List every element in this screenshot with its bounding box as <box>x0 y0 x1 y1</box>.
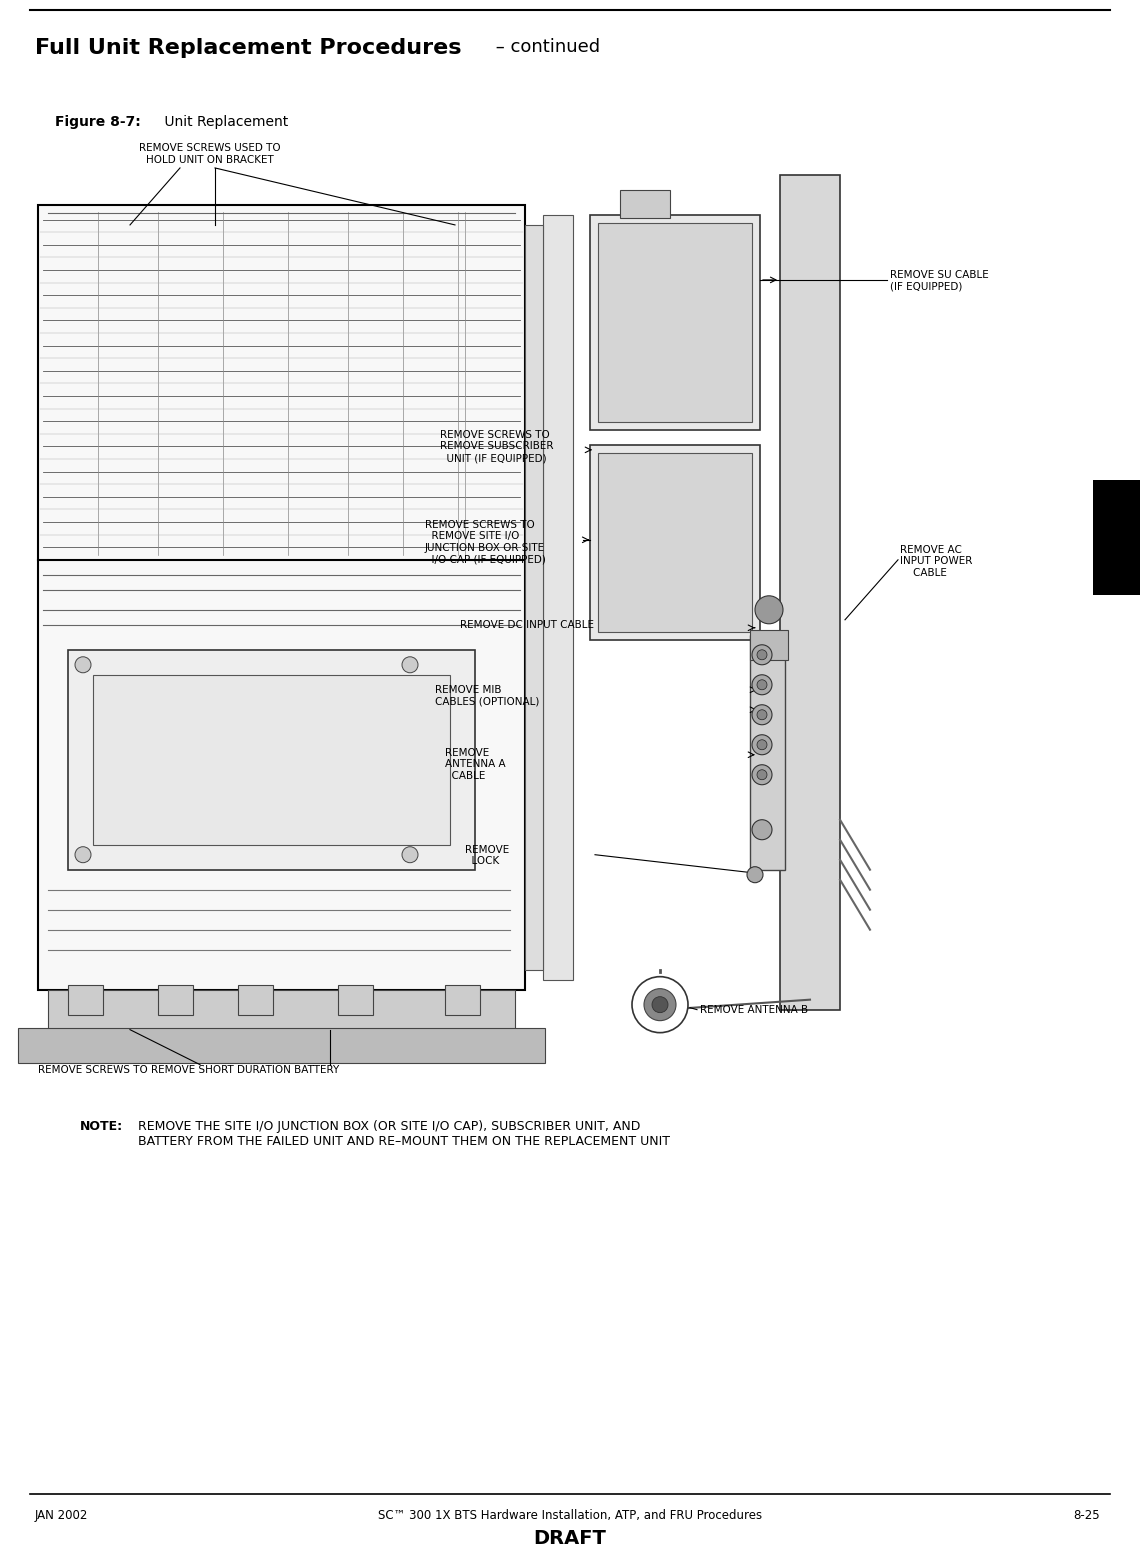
Circle shape <box>752 674 772 695</box>
Text: REMOVE AC
INPUT POWER
    CABLE: REMOVE AC INPUT POWER CABLE <box>899 545 972 578</box>
Text: DRAFT: DRAFT <box>534 1529 606 1548</box>
Bar <box>526 225 543 970</box>
Circle shape <box>757 650 767 660</box>
Bar <box>591 444 760 640</box>
Text: REMOVE SCREWS TO REMOVE SHORT DURATION BATTERY: REMOVE SCREWS TO REMOVE SHORT DURATION B… <box>38 1064 340 1075</box>
Bar <box>445 985 480 1015</box>
Bar <box>1093 480 1140 595</box>
Bar <box>68 985 103 1015</box>
Bar <box>68 650 475 870</box>
Bar <box>238 985 272 1015</box>
Circle shape <box>652 996 668 1013</box>
Circle shape <box>757 769 767 780</box>
Circle shape <box>632 976 689 1033</box>
Circle shape <box>752 706 772 724</box>
Text: NOTE:: NOTE: <box>80 1119 123 1133</box>
Circle shape <box>757 710 767 720</box>
Bar <box>38 205 526 990</box>
Bar <box>18 1027 545 1063</box>
Bar <box>158 985 193 1015</box>
Text: REMOVE SCREWS USED TO
HOLD UNIT ON BRACKET: REMOVE SCREWS USED TO HOLD UNIT ON BRACK… <box>139 143 280 165</box>
Circle shape <box>644 988 676 1021</box>
Text: 8: 8 <box>1109 527 1123 547</box>
Circle shape <box>752 645 772 665</box>
Bar <box>750 634 785 870</box>
Text: REMOVE SCREWS TO
  REMOVE SITE I/O
JUNCTION BOX OR SITE
  I/O CAP (IF EQUIPPED): REMOVE SCREWS TO REMOVE SITE I/O JUNCTIO… <box>425 521 546 564</box>
Text: REMOVE
  LOCK: REMOVE LOCK <box>465 845 510 866</box>
Text: REMOVE DC INPUT CABLE: REMOVE DC INPUT CABLE <box>461 620 594 629</box>
Text: REMOVE ANTENNA B: REMOVE ANTENNA B <box>700 1005 808 1015</box>
Circle shape <box>752 735 772 755</box>
Text: REMOVE
ANTENNA A
  CABLE: REMOVE ANTENNA A CABLE <box>445 747 506 782</box>
Text: REMOVE SCREWS TO
REMOVE SUBSCRIBER
  UNIT (IF EQUIPPED): REMOVE SCREWS TO REMOVE SUBSCRIBER UNIT … <box>440 430 554 463</box>
Text: REMOVE MIB
CABLES (OPTIONAL): REMOVE MIB CABLES (OPTIONAL) <box>435 685 539 707</box>
Text: Unit Replacement: Unit Replacement <box>160 115 288 129</box>
Text: REMOVE SU CABLE
(IF EQUIPPED): REMOVE SU CABLE (IF EQUIPPED) <box>890 270 988 292</box>
Text: Full Unit Replacement Procedures: Full Unit Replacement Procedures <box>35 37 462 57</box>
Bar <box>543 214 573 979</box>
Bar <box>337 985 373 1015</box>
Circle shape <box>757 679 767 690</box>
Bar <box>591 214 760 430</box>
Bar <box>620 190 670 218</box>
Text: – continued: – continued <box>490 37 600 56</box>
Text: JAN 2002: JAN 2002 <box>35 1509 89 1523</box>
Bar <box>598 222 752 421</box>
Bar <box>780 176 840 1010</box>
Text: SC™ 300 1X BTS Hardware Installation, ATP, and FRU Procedures: SC™ 300 1X BTS Hardware Installation, AT… <box>378 1509 762 1523</box>
Text: 8-25: 8-25 <box>1074 1509 1100 1523</box>
Circle shape <box>757 740 767 749</box>
Bar <box>93 674 450 845</box>
Circle shape <box>752 819 772 839</box>
Circle shape <box>402 847 418 862</box>
Bar <box>598 452 752 632</box>
Circle shape <box>747 867 763 883</box>
Circle shape <box>75 657 91 673</box>
Text: Figure 8-7:: Figure 8-7: <box>55 115 140 129</box>
Circle shape <box>75 847 91 862</box>
Circle shape <box>752 765 772 785</box>
Circle shape <box>755 595 783 623</box>
Circle shape <box>402 657 418 673</box>
Bar <box>750 629 788 660</box>
Bar <box>48 990 515 1030</box>
Text: REMOVE THE SITE I/O JUNCTION BOX (OR SITE I/O CAP), SUBSCRIBER UNIT, AND
  BATTE: REMOVE THE SITE I/O JUNCTION BOX (OR SIT… <box>130 1119 670 1147</box>
